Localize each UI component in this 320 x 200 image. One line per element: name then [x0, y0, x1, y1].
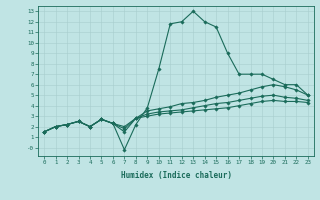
X-axis label: Humidex (Indice chaleur): Humidex (Indice chaleur) [121, 171, 231, 180]
